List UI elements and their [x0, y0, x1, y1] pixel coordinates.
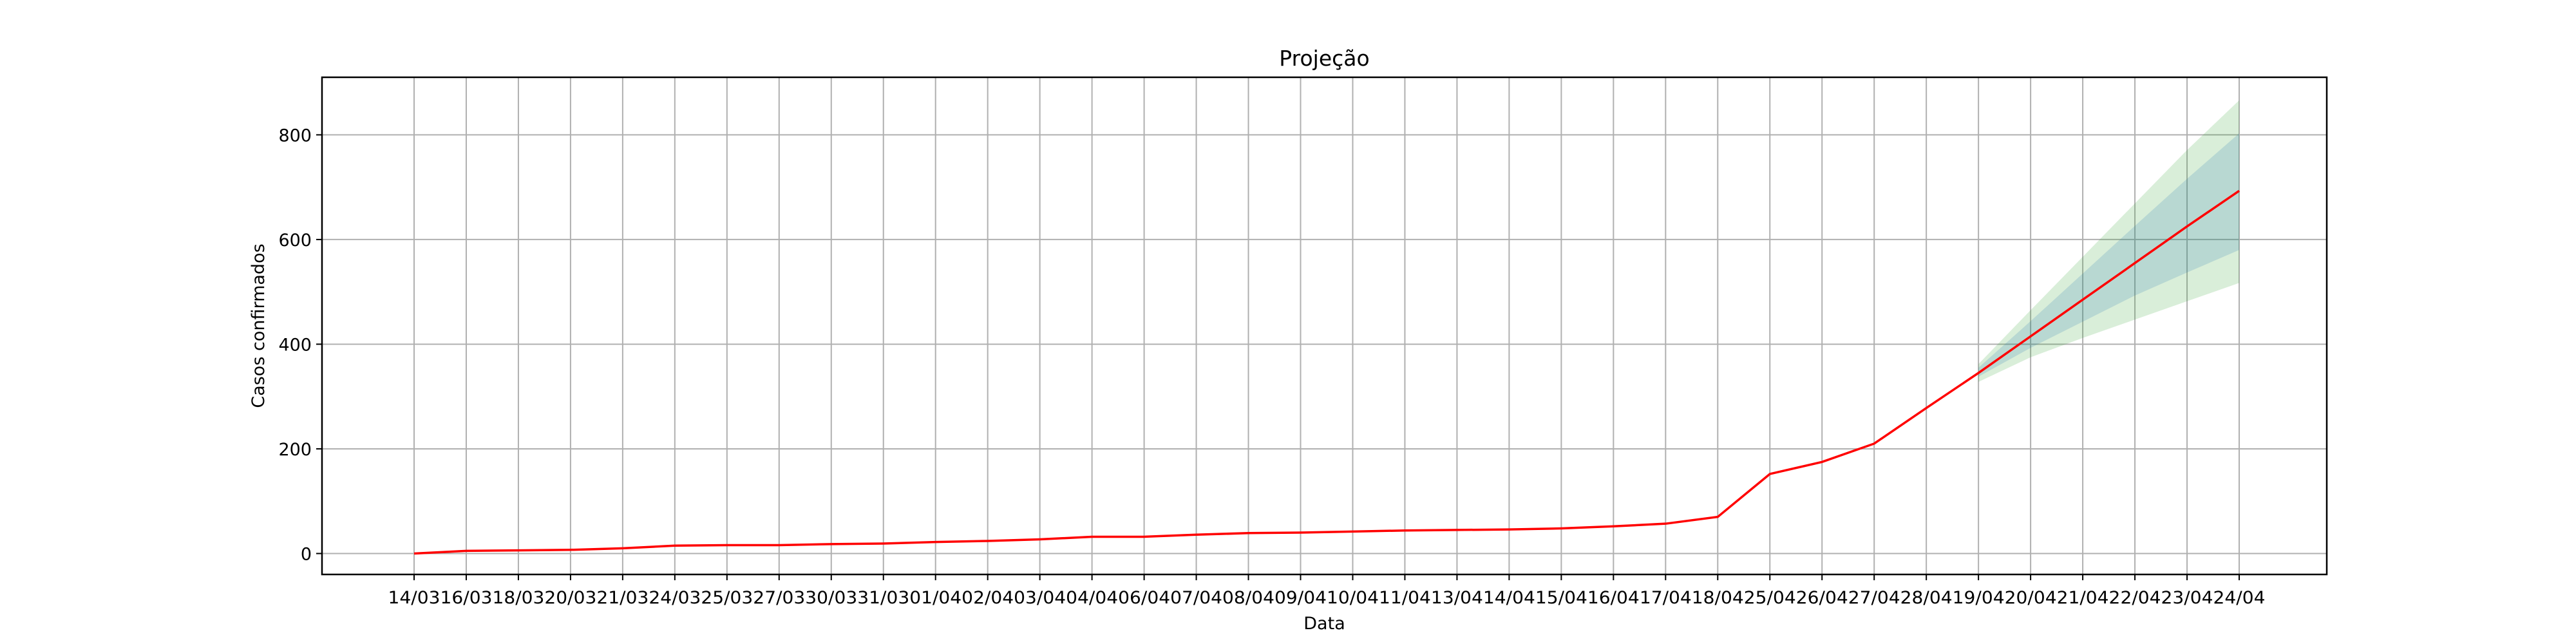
- y-tick-label: 200: [278, 440, 312, 460]
- inner-confidence-band: [1978, 133, 2239, 377]
- x-tick-label: 20/04: [2005, 588, 2057, 608]
- x-tick-label: 11/04: [1379, 588, 1431, 608]
- x-tick-label: 26/04: [1796, 588, 1848, 608]
- x-tick-label: 16/04: [1587, 588, 1640, 608]
- x-tick-label: 25/03: [701, 588, 753, 608]
- x-tick-label: 16/03: [440, 588, 492, 608]
- x-tick-label: 21/04: [2057, 588, 2109, 608]
- x-tick-label: 28/04: [1900, 588, 1953, 608]
- x-tick-label: 21/03: [596, 588, 649, 608]
- x-tick-label: 23/04: [2161, 588, 2213, 608]
- x-axis-label: Data: [1303, 614, 1345, 634]
- x-tick-label: 30/03: [805, 588, 857, 608]
- series-lines: [413, 189, 2240, 555]
- x-tick-label: 06/04: [1118, 588, 1170, 608]
- confidence-bands: [1978, 100, 2239, 382]
- x-tick-label: 25/04: [1744, 588, 1796, 608]
- x-tick-label: 08/04: [1222, 588, 1274, 608]
- y-axis-ticks: 0 200 400 600 800: [278, 126, 322, 564]
- x-tick-label: 24/04: [2213, 588, 2266, 608]
- x-tick-label: 15/04: [1535, 588, 1587, 608]
- y-tick-label: 800: [278, 126, 312, 146]
- y-tick-label: 400: [278, 335, 312, 355]
- y-tick-label: 600: [278, 231, 312, 251]
- x-tick-label: 14/03: [388, 588, 440, 608]
- x-tick-label: 31/03: [857, 588, 909, 608]
- x-tick-label: 24/03: [649, 588, 701, 608]
- x-axis-ticks: 14/03 16/03 18/03 20/03 21/03 24/03 25/03 27/03…: [388, 574, 2266, 608]
- x-tick-label: 04/04: [1066, 588, 1118, 608]
- grid: [322, 77, 2327, 574]
- x-tick-label: 14/04: [1483, 588, 1535, 608]
- x-tick-label: 19/04: [1953, 588, 2005, 608]
- x-tick-label: 01/04: [909, 588, 961, 608]
- plot-frame: [321, 76, 2328, 576]
- chart-title: Projeção: [1279, 46, 1369, 71]
- x-tick-label: 09/04: [1274, 588, 1327, 608]
- x-tick-label: 03/04: [1014, 588, 1066, 608]
- x-tick-label: 10/04: [1327, 588, 1379, 608]
- x-tick-label: 20/03: [544, 588, 596, 608]
- x-tick-label: 27/03: [753, 588, 805, 608]
- x-tick-label: 13/04: [1431, 588, 1483, 608]
- cases-line: [413, 189, 2240, 555]
- y-tick-label: 0: [301, 544, 312, 564]
- x-tick-label: 07/04: [1170, 588, 1222, 608]
- y-axis-label: Casos confirmados: [249, 243, 269, 408]
- x-tick-label: 02/04: [961, 588, 1014, 608]
- x-tick-label: 18/04: [1692, 588, 1744, 608]
- x-tick-label: 27/04: [1848, 588, 1900, 608]
- outer-confidence-band: [1978, 100, 2239, 382]
- x-tick-label: 22/04: [2109, 588, 2161, 608]
- x-tick-label: 17/04: [1640, 588, 1692, 608]
- x-tick-label: 18/03: [492, 588, 544, 608]
